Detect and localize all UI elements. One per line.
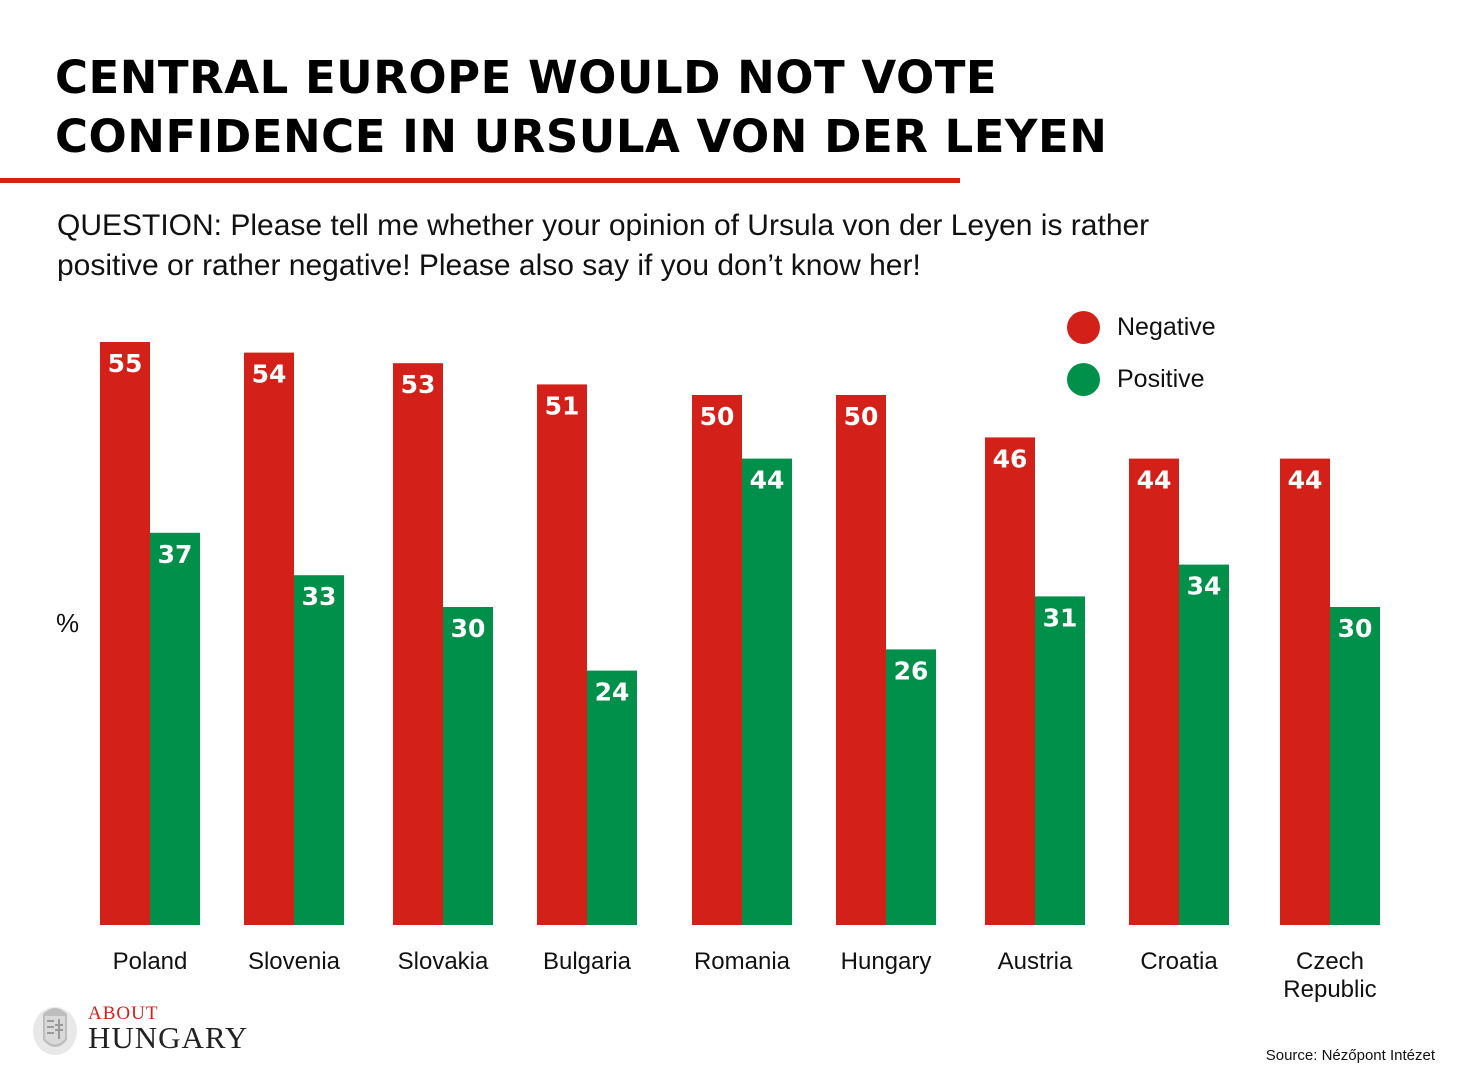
data-label-negative-romania: 50 [700, 402, 735, 431]
data-label-positive-romania: 44 [750, 466, 785, 495]
data-label-negative-hungary: 50 [844, 402, 879, 431]
bar-negative-slovenia [244, 352, 294, 926]
data-label-negative-czech-republic: 44 [1288, 466, 1323, 495]
x-tick-label-slovenia: Slovenia [248, 948, 341, 975]
x-tick-label-croatia: Croatia [1140, 948, 1218, 975]
data-label-negative-poland: 55 [108, 349, 143, 378]
bar-positive-hungary [886, 649, 936, 925]
chart-title-line-2: CONFIDENCE IN URSULA VON DER LEYEN [55, 110, 1108, 163]
legend-label-positive: Positive [1117, 364, 1205, 393]
coat-of-arms-icon [33, 1007, 77, 1055]
x-tick-label-bulgaria: Bulgaria [543, 948, 632, 975]
x-tick-label-austria: Austria [998, 948, 1073, 975]
data-label-positive-bulgaria: 24 [595, 678, 630, 707]
chart-title-line-1: CENTRAL EUROPE WOULD NOT VOTE [55, 51, 998, 104]
bar-positive-austria [1035, 596, 1085, 925]
title-divider [0, 178, 960, 183]
data-label-negative-slovenia: 54 [252, 360, 287, 389]
source-note: Source: Nézőpont Intézet [1265, 1047, 1435, 1064]
data-label-negative-croatia: 44 [1137, 466, 1172, 495]
about-hungary-logo: ABOUT HUNGARY [30, 1000, 260, 1060]
logo-about-text: ABOUT [88, 1003, 159, 1024]
survey-question-line-2: positive or rather negative! Please also… [57, 249, 921, 282]
legend-dot-positive [1067, 362, 1100, 396]
bar-negative-romania [692, 395, 742, 925]
bar-positive-croatia [1179, 564, 1229, 925]
data-label-negative-slovakia: 53 [401, 370, 436, 399]
x-tick-label-hungary: Hungary [841, 948, 932, 975]
x-tick-label-romania: Romania [694, 948, 791, 975]
bar-negative-bulgaria [537, 384, 587, 925]
x-tick-label-czech-republic: Czech Republic [1283, 948, 1376, 1003]
survey-question-line-1: QUESTION: Please tell me whether your op… [57, 209, 1150, 242]
data-label-positive-slovakia: 30 [451, 614, 486, 643]
legend-item-negative: Negative [1067, 310, 1216, 344]
bar-negative-czech-republic [1280, 458, 1330, 925]
bar-positive-poland [150, 532, 200, 925]
y-axis-unit-label: % [56, 608, 80, 638]
x-tick-label-poland: Poland [113, 948, 188, 975]
bar-negative-hungary [836, 395, 886, 925]
legend-item-positive: Positive [1067, 362, 1205, 396]
data-label-positive-austria: 31 [1043, 603, 1078, 632]
bar-positive-slovakia [443, 607, 493, 925]
bar-negative-austria [985, 437, 1035, 925]
bar-positive-bulgaria [587, 670, 637, 925]
data-label-positive-slovenia: 33 [302, 582, 337, 611]
survey-question: QUESTION: Please tell me whether your op… [57, 206, 1357, 286]
bar-negative-poland [100, 342, 150, 925]
legend-label-negative: Negative [1117, 312, 1216, 341]
data-label-positive-czech-republic: 30 [1338, 614, 1373, 643]
x-tick-label-slovakia: Slovakia [398, 948, 489, 975]
data-label-positive-hungary: 26 [894, 656, 929, 685]
data-label-negative-austria: 46 [993, 444, 1028, 473]
bar-negative-croatia [1129, 458, 1179, 925]
chart-title: CENTRAL EUROPE WOULD NOT VOTE CONFIDENCE… [55, 48, 1107, 166]
bar-positive-romania [742, 458, 792, 925]
bar-positive-slovenia [294, 575, 344, 925]
bar-negative-slovakia [393, 363, 443, 925]
bar-positive-czech-republic [1330, 607, 1380, 925]
data-label-positive-croatia: 34 [1187, 572, 1222, 601]
data-label-positive-poland: 37 [158, 540, 193, 569]
data-label-negative-bulgaria: 51 [545, 391, 580, 420]
logo-hungary-text: HUNGARY [88, 1020, 249, 1055]
legend-dot-negative [1067, 310, 1100, 344]
